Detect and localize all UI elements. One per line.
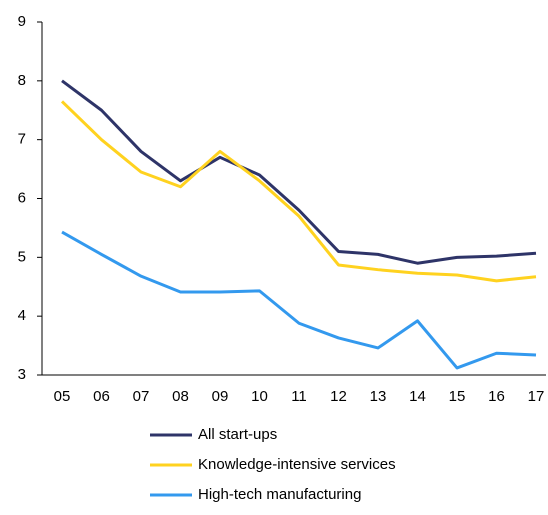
legend-label: All start-ups: [198, 426, 277, 443]
x-tick-label: 09: [212, 388, 229, 405]
y-tick-label: 4: [18, 307, 26, 324]
x-tick-label: 13: [370, 388, 387, 405]
x-tick-label: 17: [528, 388, 545, 405]
series-line: [61, 230, 537, 370]
y-tick-label: 3: [18, 366, 26, 383]
x-tick-label: 07: [133, 388, 150, 405]
y-tick-label: 5: [18, 248, 26, 265]
y-tick-label: 6: [18, 189, 26, 206]
series-line: [60, 100, 537, 283]
series-line: [61, 79, 537, 265]
x-tick-label: 11: [291, 388, 307, 405]
x-tick-label: 08: [172, 388, 189, 405]
x-tick-label: 05: [54, 388, 71, 405]
legend-label: High-tech manufacturing: [198, 486, 361, 503]
y-tick-label: 9: [18, 13, 26, 30]
x-tick-label: 12: [330, 388, 347, 405]
y-tick-label: 7: [18, 131, 26, 148]
x-tick-label: 14: [409, 388, 426, 405]
x-tick-label: 10: [251, 388, 268, 405]
legend-label: Knowledge-intensive services: [198, 456, 396, 473]
x-tick-label: 06: [93, 388, 110, 405]
x-tick-label: 15: [449, 388, 466, 405]
x-tick-label: 16: [488, 388, 505, 405]
y-tick-label: 8: [18, 72, 26, 89]
